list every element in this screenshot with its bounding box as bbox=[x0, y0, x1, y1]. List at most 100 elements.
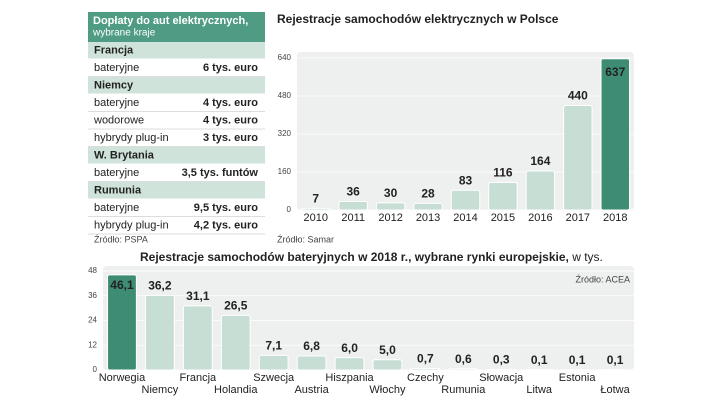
bar bbox=[486, 368, 517, 371]
row-value: 4 tys. euro bbox=[203, 115, 258, 127]
bar bbox=[107, 274, 137, 371]
value-label: 5,0 bbox=[379, 343, 396, 357]
group-header bbox=[88, 182, 265, 199]
row-label: hybrydy plug-in bbox=[94, 132, 169, 144]
value-label: 28 bbox=[421, 187, 435, 201]
y-tick-label: 0 bbox=[93, 365, 98, 374]
value-label: 31,1 bbox=[186, 289, 210, 303]
bar bbox=[525, 170, 556, 211]
y-tick-label: 48 bbox=[88, 266, 97, 275]
bar bbox=[220, 314, 251, 371]
bar bbox=[488, 181, 518, 211]
row-label: bateryjne bbox=[94, 167, 139, 179]
value-label: 0,6 bbox=[455, 352, 472, 366]
row-value: 3 tys. euro bbox=[203, 132, 258, 144]
x-tick-label: Rumunia bbox=[441, 384, 486, 396]
title-main: Rejestracje samochodów bateryjnych w 201… bbox=[140, 250, 569, 264]
value-label: 0,1 bbox=[569, 353, 586, 367]
table-header bbox=[88, 12, 265, 42]
row-value: 4,2 tys. euro bbox=[194, 220, 258, 232]
plot-area bbox=[297, 52, 634, 210]
chart-title: Rejestracje samochodów elektrycznych w P… bbox=[277, 12, 559, 26]
x-tick-label: 2014 bbox=[453, 212, 477, 224]
bar bbox=[258, 354, 289, 371]
bar bbox=[450, 189, 481, 211]
value-label: 26,5 bbox=[224, 299, 248, 313]
x-tick-label: Szwecja bbox=[253, 372, 295, 384]
row-value: 9,5 tys. euro bbox=[194, 202, 258, 214]
row-value: 3,5 tys. funtów bbox=[182, 167, 259, 179]
x-tick-label: Norwegia bbox=[99, 372, 146, 384]
layer: Francja bateryjne 6 tys. euro Niemcy bateryj… bbox=[88, 42, 634, 396]
value-label: 36 bbox=[346, 185, 360, 199]
group-header bbox=[88, 77, 265, 94]
bar bbox=[410, 368, 441, 371]
bar bbox=[600, 58, 631, 211]
row-label: hybrydy plug-in bbox=[94, 220, 169, 232]
value-label: 30 bbox=[384, 186, 398, 200]
x-tick-label: Słowacja bbox=[479, 372, 524, 384]
country: Francja bbox=[94, 45, 134, 57]
x-tick-label: 2011 bbox=[341, 212, 365, 224]
x-tick-label: Holandia bbox=[214, 384, 258, 396]
row-label: wodorowe bbox=[93, 115, 144, 127]
value-label: 6,0 bbox=[341, 341, 358, 355]
bar bbox=[334, 357, 365, 371]
row-value: 4 tys. euro bbox=[203, 97, 258, 109]
bar bbox=[182, 305, 213, 371]
value-label: 7,1 bbox=[265, 339, 282, 353]
value-label: 0,7 bbox=[417, 352, 434, 366]
y-tick-label: 160 bbox=[278, 167, 292, 176]
country: W. Brytania bbox=[94, 150, 155, 162]
bar bbox=[338, 200, 368, 211]
y-tick-label: 640 bbox=[278, 53, 292, 62]
bar bbox=[300, 207, 331, 211]
bar bbox=[372, 359, 403, 371]
chart-source: Źródło: Samar bbox=[277, 234, 334, 244]
value-label: 116 bbox=[493, 166, 513, 180]
row-value: 6 tys. euro bbox=[203, 62, 258, 74]
value-label: 83 bbox=[459, 173, 473, 187]
x-tick-label: Litwa bbox=[526, 384, 553, 396]
group-header bbox=[88, 42, 265, 59]
value-label: 0,1 bbox=[531, 353, 548, 367]
x-tick-label: 2010 bbox=[303, 212, 327, 224]
country: Rumunia bbox=[94, 185, 142, 197]
x-tick-label: Czechy bbox=[407, 372, 444, 384]
x-tick-label: 2012 bbox=[378, 212, 402, 224]
table-title: Dopłaty do aut elektrycznych, bbox=[93, 15, 248, 27]
y-tick-label: 320 bbox=[278, 129, 292, 138]
value-label: 0,3 bbox=[493, 353, 510, 367]
y-tick-label: 0 bbox=[287, 205, 292, 214]
row-label: bateryjne bbox=[94, 97, 139, 109]
x-tick-label: Niemcy bbox=[142, 384, 179, 396]
value-label: 637 bbox=[605, 65, 625, 79]
bar bbox=[524, 369, 555, 372]
x-tick-label: Hiszpania bbox=[325, 372, 374, 384]
y-tick-label: 12 bbox=[88, 340, 97, 349]
bar bbox=[448, 368, 479, 371]
x-tick-label: 2018 bbox=[603, 212, 627, 224]
value-label: 0,1 bbox=[607, 353, 624, 367]
bar bbox=[600, 369, 630, 372]
bar bbox=[563, 105, 593, 211]
plot-area bbox=[103, 266, 634, 370]
x-tick-label: 2013 bbox=[416, 212, 440, 224]
value-label: 440 bbox=[568, 89, 588, 103]
value-label: 7 bbox=[312, 192, 319, 206]
title-unit: w tys. bbox=[571, 250, 603, 264]
x-tick-label: Austria bbox=[294, 384, 329, 396]
y-tick-label: 36 bbox=[88, 291, 97, 300]
x-tick-label: Estonia bbox=[559, 372, 597, 384]
x-tick-label: Francja bbox=[179, 372, 217, 384]
bar bbox=[562, 369, 593, 372]
x-tick-label: 2016 bbox=[528, 212, 552, 224]
y-tick-label: 24 bbox=[88, 316, 97, 325]
bar bbox=[296, 355, 327, 371]
group-header bbox=[88, 147, 265, 164]
bar bbox=[413, 202, 443, 211]
value-label: 36,2 bbox=[148, 279, 172, 293]
bar bbox=[144, 294, 175, 371]
